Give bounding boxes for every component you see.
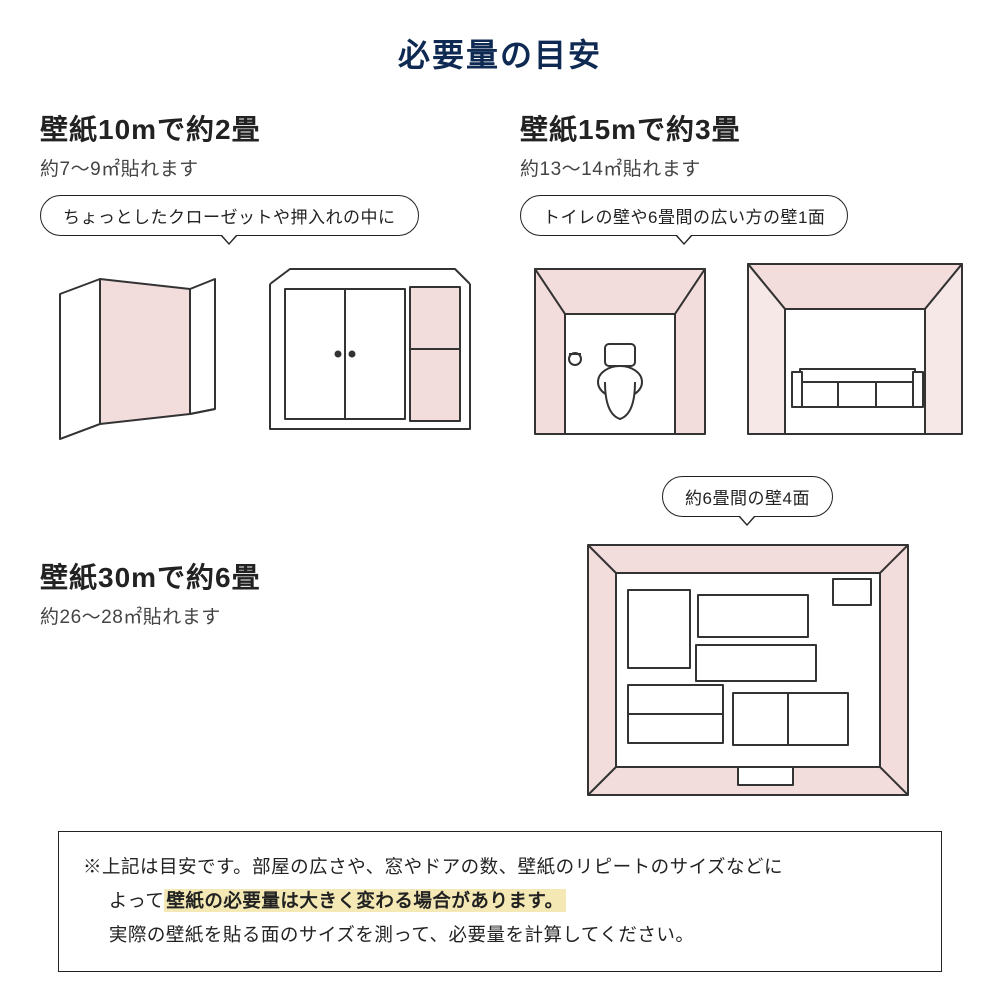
main-title: 必要量の目安 [40, 30, 960, 76]
section-15m-title: 壁紙15mで約3畳 [520, 108, 970, 148]
section-10m-title: 壁紙10mで約2畳 [40, 108, 480, 148]
section-30m-sub: 約26〜28㎡貼れます [40, 602, 485, 629]
section-10m-illustrations [40, 254, 480, 444]
section-15m-bubble: トイレの壁や6畳間の広い方の壁1面 [520, 195, 848, 236]
page-container: 必要量の目安 壁紙10mで約2畳 約7〜9㎡貼れます ちょっとしたクローゼットや… [0, 0, 1000, 972]
section-15m: 壁紙15mで約3畳 約13〜14㎡貼れます トイレの壁や6畳間の広い方の壁1面 [520, 108, 970, 444]
section-30m-title: 壁紙30mで約6畳 [40, 556, 485, 596]
section-10m: 壁紙10mで約2畳 約7〜9㎡貼れます ちょっとしたクローゼットや押入れの中に [40, 108, 480, 444]
bottom-section: 壁紙30mで約6畳 約26〜28㎡貼れます 約6畳間の壁4面 [40, 476, 970, 805]
note-highlight: 壁紙の必要量は大きく変わる場合があります。 [164, 889, 565, 912]
content-grid: 壁紙10mで約2畳 約7〜9㎡貼れます ちょっとしたクローゼットや押入れの中に [40, 108, 960, 805]
note-line-1b: よって [83, 890, 164, 911]
section-30m-bubble: 約6畳間の壁4面 [662, 476, 833, 517]
closet-illustration [40, 254, 240, 444]
note-line-2: 実際の壁紙を貼る面のサイズを測って、必要量を計算してください。 [83, 924, 694, 945]
toilet-illustration [520, 254, 720, 444]
section-15m-sub: 約13〜14㎡貼れます [520, 154, 970, 181]
note-line-1a: ※上記は目安です。部屋の広さや、窓やドアの数、壁紙のリピートのサイズなどに [83, 856, 783, 877]
section-10m-bubble: ちょっとしたクローゼットや押入れの中に [40, 195, 419, 236]
room-one-wall-illustration [740, 254, 970, 444]
section-15m-illustrations [520, 254, 970, 444]
note-box: ※上記は目安です。部屋の広さや、窓やドアの数、壁紙のリピートのサイズなどに よっ… [58, 831, 942, 972]
room-four-walls-illustration [525, 535, 970, 805]
section-30m-illustration-wrap: 約6畳間の壁4面 [525, 476, 970, 805]
oshiire-illustration [260, 254, 480, 444]
section-10m-sub: 約7〜9㎡貼れます [40, 154, 480, 181]
note-line-1: ※上記は目安です。部屋の広さや、窓やドアの数、壁紙のリピートのサイズなどに よっ… [83, 850, 917, 918]
section-30m: 壁紙30mで約6畳 約26〜28㎡貼れます [40, 476, 485, 643]
